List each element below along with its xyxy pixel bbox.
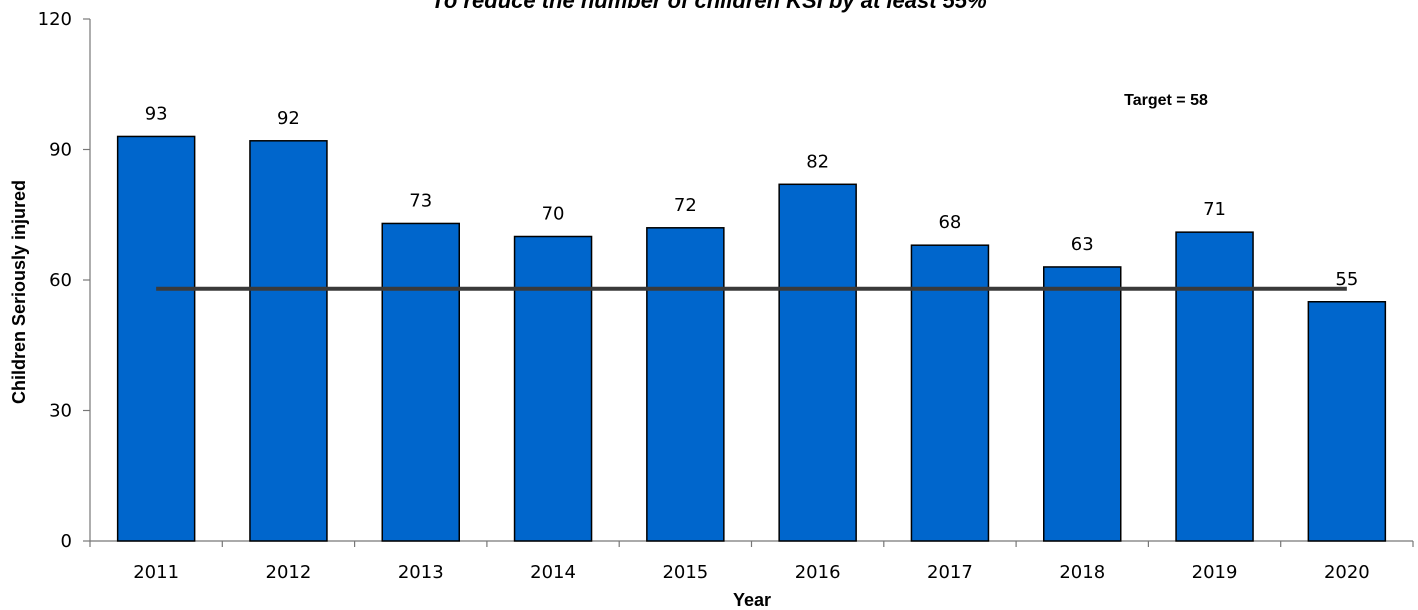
x-tick-label: 2011	[133, 562, 179, 583]
data-label: 82	[806, 151, 829, 172]
y-tick-label: 60	[49, 270, 72, 291]
x-tick-label: 2017	[927, 562, 973, 583]
x-tick-label: 2012	[266, 562, 312, 583]
x-tick-label: 2016	[795, 562, 841, 583]
bar	[1175, 231, 1254, 542]
y-tick-label: 120	[38, 9, 72, 30]
y-tick-label: 90	[49, 140, 72, 161]
x-tick-label: 2018	[1059, 562, 1105, 583]
bar	[249, 140, 328, 542]
bar	[778, 183, 857, 542]
bar	[1043, 266, 1122, 542]
chart-title: To reduce the number of children KSI by …	[431, 0, 986, 13]
x-tick-label: 2019	[1192, 562, 1238, 583]
data-label: 70	[542, 204, 565, 225]
target-label: Target = 58	[1124, 92, 1208, 109]
bar	[1307, 301, 1387, 542]
data-label: 93	[145, 103, 168, 124]
x-tick-label: 2015	[662, 562, 708, 583]
bar	[513, 235, 593, 542]
x-axis-title: Year	[733, 590, 771, 610]
bar	[910, 244, 990, 542]
y-axis-title: Children Seriously injured	[9, 180, 29, 404]
data-label: 73	[409, 190, 432, 211]
x-tick-label: 2013	[398, 562, 444, 583]
x-tick-label: 2014	[530, 562, 576, 583]
data-label: 71	[1203, 199, 1226, 220]
data-label: 72	[674, 195, 697, 216]
data-label: 55	[1335, 269, 1358, 290]
data-label: 68	[938, 212, 961, 233]
y-tick-label: 0	[61, 531, 72, 552]
y-tick-label: 30	[49, 401, 72, 422]
bars: 93 2011 92 2012 73 2013 70 2014 72 2015 82 2016 68 20…	[116, 103, 1387, 583]
x-tick-label: 2020	[1324, 562, 1370, 583]
bar	[646, 227, 725, 542]
data-label: 92	[277, 108, 300, 129]
data-label: 63	[1071, 234, 1094, 255]
bar	[116, 135, 196, 542]
bar	[381, 222, 460, 542]
